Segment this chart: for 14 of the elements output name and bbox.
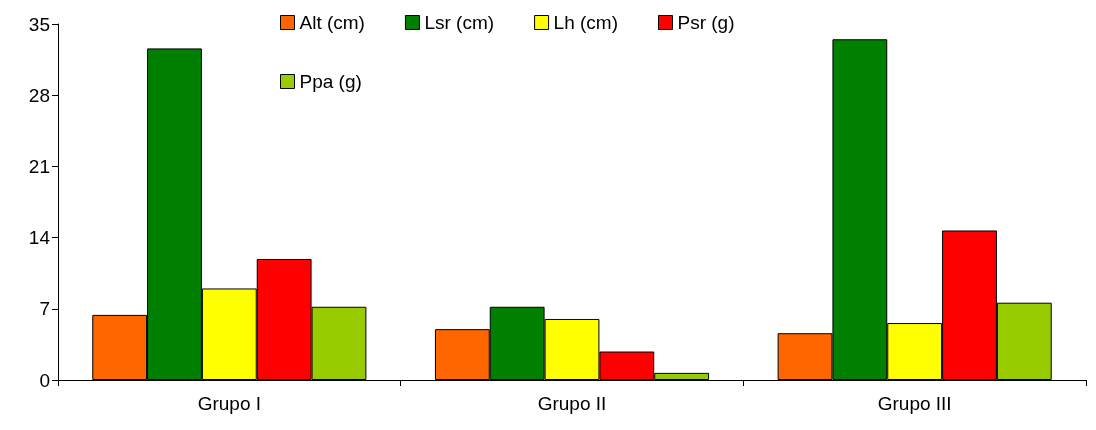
x-tick-label: Grupo III xyxy=(877,393,952,414)
legend-label: Lh (cm) xyxy=(553,12,618,33)
y-tick-label: 14 xyxy=(28,227,51,249)
y-tick-label: 7 xyxy=(39,298,50,320)
x-tick-label: Grupo II xyxy=(537,393,607,414)
legend-label: Lsr (cm) xyxy=(424,12,495,33)
y-tick-label: 0 xyxy=(39,369,50,391)
y-tick-label: 28 xyxy=(28,84,50,106)
legend-label: Ppa (g) xyxy=(299,71,362,92)
legend-label: Alt (cm) xyxy=(299,12,365,33)
legend-label: Psr (g) xyxy=(677,12,735,33)
y-tick-label: 21 xyxy=(28,155,50,177)
y-tick-label: 35 xyxy=(28,13,50,35)
x-tick-label: Grupo I xyxy=(197,393,262,414)
